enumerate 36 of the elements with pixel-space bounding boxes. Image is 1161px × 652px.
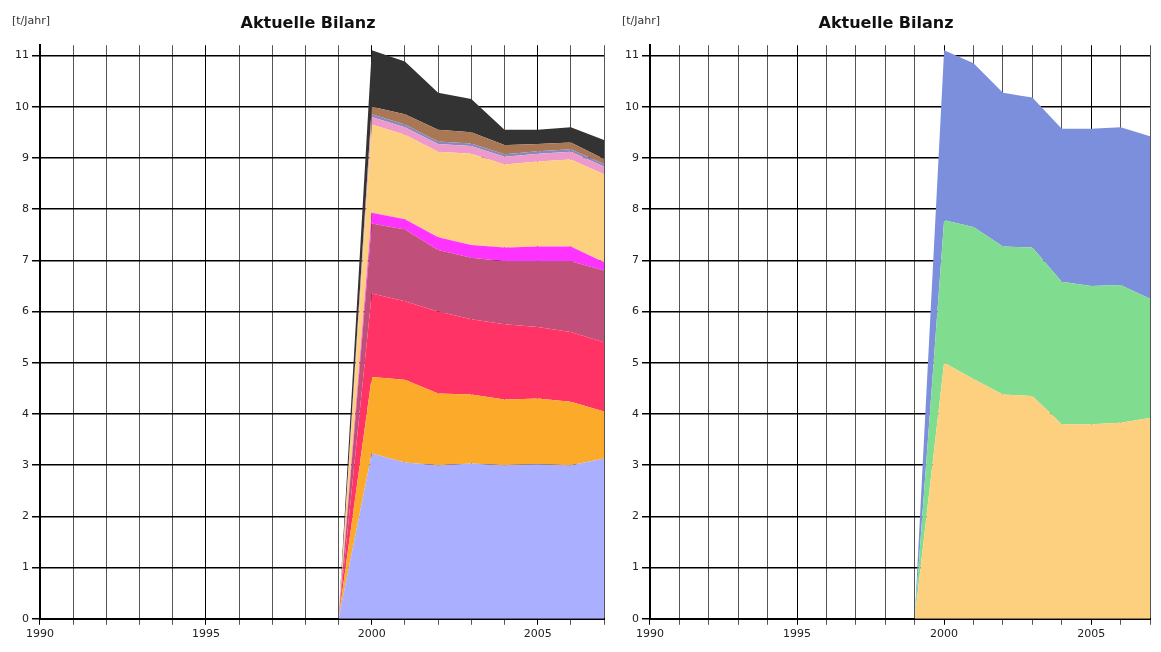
y-axis-title: [t/Jahr] [622,14,661,28]
x-tick-label: 2000 [930,627,959,641]
x-tick-label: 1990 [636,627,664,641]
x-tick-label: 1990 [26,627,54,641]
x-tick-label: 2005 [1077,627,1106,641]
y-tick-label: 8 [632,201,639,215]
y-tick-label: 3 [22,458,29,472]
x-tick-label: 1995 [191,627,220,641]
x-tick-label: 2005 [523,627,552,641]
y-tick-label: 3 [632,458,639,472]
y-tick-label: 11 [625,48,639,62]
y-tick-label: 9 [22,150,29,164]
y-tick-label: 5 [632,355,639,369]
y-tick-label: 10 [15,99,29,113]
y-tick-label: 7 [22,253,29,267]
y-tick-label: 1 [632,560,639,574]
y-tick-label: 2 [22,509,29,523]
y-tick-label: 4 [632,406,639,420]
y-tick-label: 5 [22,355,29,369]
y-tick-label: 8 [22,201,29,215]
y-tick-label: 6 [632,304,639,318]
y-tick-label: 4 [22,406,29,420]
y-tick-label: 7 [632,253,639,267]
x-tick-label: 1995 [783,627,812,641]
y-tick-label: 10 [625,99,639,113]
y-tick-label: 2 [632,509,639,523]
y-tick-label: 1 [22,560,29,574]
y-tick-label: 11 [15,48,29,62]
y-axis-title: [t/Jahr] [12,14,51,28]
y-tick-label: 0 [22,611,29,625]
y-tick-label: 9 [632,150,639,164]
x-tick-label: 2000 [357,627,386,641]
chart-title: Aktuelle Bilanz [240,12,376,32]
chart-title: Aktuelle Bilanz [818,12,954,32]
y-tick-label: 6 [22,304,29,318]
y-tick-label: 0 [632,611,639,625]
